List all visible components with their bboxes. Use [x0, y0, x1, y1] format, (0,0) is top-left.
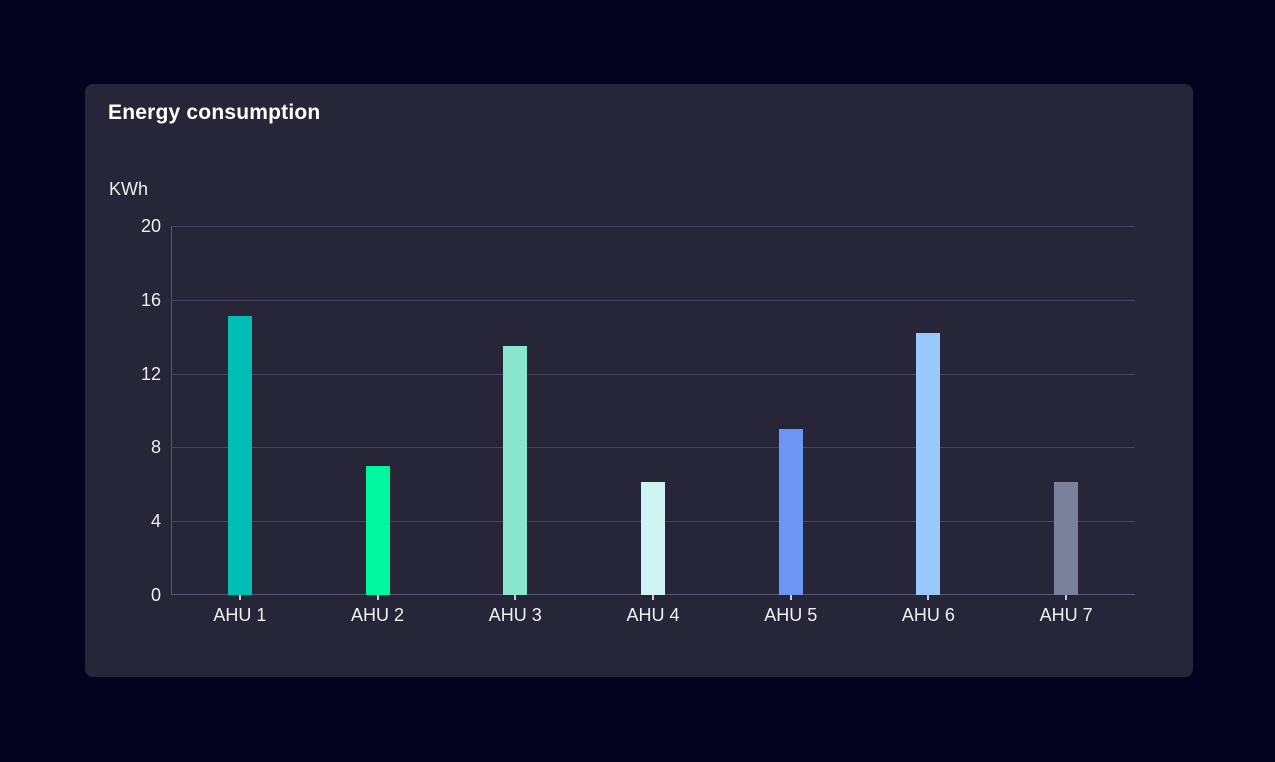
x-axis-tick [514, 595, 517, 600]
bar-slot: AHU 2 [309, 226, 447, 625]
bar-slot: AHU 6 [860, 226, 998, 625]
bar-slot: AHU 5 [722, 226, 860, 625]
y-axis-tick-label: 0 [150, 585, 161, 605]
bar-ahu-7[interactable] [1054, 482, 1079, 595]
bar-chart-plot-area: 0 4 8 12 16 20 AHU 1 AHU 2 AHU 3 AHU 4 AHU 5 AHU 6 A… [141, 216, 1135, 625]
bar-slot: AHU 4 [584, 226, 722, 625]
energy-consumption-card: Energy consumption KWh 0 4 8 12 16 20 AHU 1 AHU… [85, 84, 1193, 677]
x-axis-label: AHU 6 [901, 605, 955, 625]
y-axis-tick-label: 8 [150, 437, 161, 458]
y-axis-tick-label: 20 [140, 216, 161, 236]
gridline [171, 447, 1135, 449]
bar-ahu-1[interactable] [227, 316, 252, 595]
gridline [171, 373, 1135, 375]
y-axis-tick-label: 12 [140, 363, 161, 384]
x-axis-tick [238, 595, 241, 600]
x-axis-tick [651, 595, 654, 600]
x-axis-tick [1065, 595, 1068, 600]
bar-slot: AHU 7 [997, 226, 1135, 625]
bar-slot: AHU 1 [171, 226, 309, 625]
bar-ahu-2[interactable] [365, 465, 390, 595]
y-axis-tick-label: 16 [140, 289, 161, 310]
x-axis-label: AHU 5 [764, 605, 818, 625]
y-axis-line [171, 226, 172, 595]
x-axis-label: AHU 4 [626, 605, 680, 625]
y-axis-unit-label: KWh [109, 179, 149, 199]
bar-ahu-4[interactable] [640, 482, 665, 595]
x-axis-tick [927, 595, 930, 600]
x-axis-label: AHU 1 [213, 605, 267, 625]
bar-ahu-5[interactable] [778, 428, 803, 595]
bar-ahu-3[interactable] [503, 345, 528, 595]
x-axis-label: AHU 2 [351, 605, 405, 625]
gridline [171, 299, 1135, 301]
bar-slot: AHU 3 [446, 226, 584, 625]
bar-ahu-6[interactable] [916, 333, 941, 595]
x-axis-tick [376, 595, 379, 600]
y-axis-tick-label: 4 [150, 511, 161, 532]
x-axis-label: AHU 3 [488, 605, 542, 625]
x-axis-label: AHU 7 [1039, 605, 1093, 625]
chart-title: Energy consumption [108, 101, 321, 124]
gridline [171, 226, 1135, 227]
x-axis-tick [789, 595, 792, 600]
